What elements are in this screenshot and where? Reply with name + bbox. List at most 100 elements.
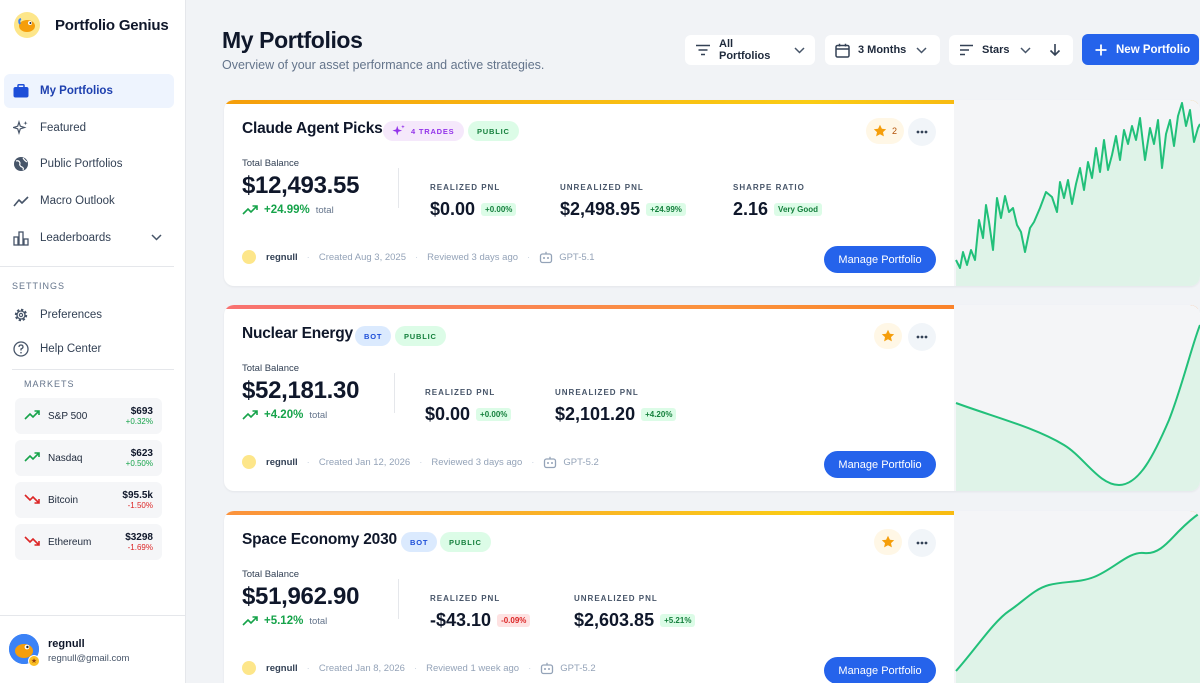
- sidebar-item-leaderboards[interactable]: Leaderboards: [4, 221, 174, 255]
- period-label: 3 Months: [858, 44, 907, 56]
- market-price: $693: [130, 406, 153, 417]
- portfolio-card[interactable]: Space Economy 2030 BOT PUBLIC Total Bala…: [224, 511, 1200, 683]
- manage-portfolio-button[interactable]: Manage Portfolio: [824, 451, 936, 478]
- market-card-ethereum[interactable]: Ethereum $3298 -1.69%: [15, 524, 162, 560]
- owner-name[interactable]: regnull: [266, 456, 298, 468]
- model-name: GPT-5.2: [563, 456, 599, 468]
- more-options-button[interactable]: [908, 323, 936, 351]
- brand[interactable]: Portfolio Genius: [14, 12, 169, 38]
- star-icon: [881, 535, 895, 549]
- market-name: S&P 500: [48, 410, 88, 422]
- owner-avatar: [242, 661, 256, 675]
- change-suffix: total: [315, 204, 334, 216]
- star-button[interactable]: 2: [866, 118, 905, 144]
- markets-list: S&P 500 $693 +0.32% Nasdaq $623 +0.50% B…: [15, 398, 162, 566]
- chevron-down-icon[interactable]: [151, 232, 162, 244]
- metric-label: REALIZED PNL: [430, 594, 501, 603]
- page-subtitle: Overview of your asset performance and a…: [222, 58, 545, 72]
- balance-value: $52,181.30: [242, 377, 360, 404]
- created-date: Created Jan 12, 2026: [318, 456, 411, 468]
- user-name: regnull: [48, 638, 85, 650]
- metric-label: SHARPE RATIO: [733, 183, 805, 192]
- calendar-icon: [835, 43, 850, 58]
- sidebar-item-macro-outlook[interactable]: Macro Outlook: [4, 184, 174, 218]
- new-portfolio-label: New Portfolio: [1116, 43, 1191, 56]
- change-percent: +5.12%: [264, 615, 304, 627]
- arrow-down-icon[interactable]: [1049, 43, 1061, 57]
- sidebar-item-my-portfolios[interactable]: My Portfolios: [4, 74, 174, 108]
- market-name: Ethereum: [48, 536, 92, 548]
- card-accent-bar: [224, 511, 1200, 515]
- star-icon: [873, 124, 887, 138]
- metric-label: UNREALIZED PNL: [555, 388, 639, 397]
- metric-pill: -0.09%: [497, 614, 531, 627]
- metric-pill: Very Good: [774, 203, 823, 216]
- portfolio-title[interactable]: Space Economy 2030: [242, 531, 397, 548]
- sort-lines-icon: [959, 44, 974, 56]
- card-accent-bar: [224, 305, 1200, 309]
- sparkline-line: [955, 102, 1200, 269]
- star-button[interactable]: [874, 529, 902, 555]
- market-change: +0.32%: [125, 417, 153, 426]
- metric-value: $2,603.85 +5.21%: [574, 610, 696, 631]
- star-button[interactable]: [874, 323, 902, 349]
- metric-value: 2.16 Very Good: [733, 199, 823, 220]
- filter-icon: [695, 44, 711, 56]
- market-card-nasdaq[interactable]: Nasdaq $623 +0.50%: [15, 440, 162, 476]
- market-name: Bitcoin: [48, 494, 79, 506]
- trend-line-icon: [12, 192, 30, 210]
- trend-up-icon: [242, 205, 258, 215]
- market-price: $95.5k: [122, 490, 153, 501]
- portfolio-title[interactable]: Claude Agent Picks: [242, 120, 383, 137]
- market-name: Nasdaq: [48, 452, 83, 464]
- gear-icon: [12, 306, 30, 324]
- public-badge: PUBLIC: [468, 121, 519, 141]
- manage-portfolio-button[interactable]: Manage Portfolio: [824, 246, 936, 273]
- sidebar-item-featured[interactable]: Featured: [4, 111, 174, 145]
- more-options-button[interactable]: [908, 118, 936, 146]
- plus-icon: [1095, 44, 1107, 56]
- filter-dropdown[interactable]: All Portfolios: [685, 35, 815, 65]
- metric-value: $0.00 +0.00%: [430, 199, 517, 220]
- sparkline-line: [955, 512, 1200, 672]
- manage-portfolio-button[interactable]: Manage Portfolio: [824, 657, 936, 683]
- metric-pill: +5.21%: [660, 614, 696, 627]
- sidebar-item-label: Preferences: [40, 309, 103, 321]
- model-name: GPT-5.2: [560, 662, 596, 674]
- bot-badge: BOT: [401, 532, 438, 552]
- help-circle-icon: [12, 340, 30, 358]
- sparkles-icon: [392, 124, 405, 136]
- owner-name[interactable]: regnull: [266, 251, 298, 263]
- balance-value: $12,493.55: [242, 172, 360, 199]
- change-percent: +24.99%: [264, 204, 310, 216]
- period-dropdown[interactable]: 3 Months: [825, 35, 940, 65]
- portfolio-card[interactable]: Nuclear Energy BOT PUBLIC Total Balance …: [224, 305, 1200, 491]
- sparkline-chart: [954, 511, 1200, 683]
- trend-up-icon: [242, 410, 258, 420]
- metric-value: -$43.10 -0.09%: [430, 610, 531, 631]
- settings-nav: Preferences Help Center: [4, 298, 174, 366]
- created-date: Created Aug 3, 2025: [318, 251, 406, 263]
- briefcase-icon: [12, 82, 30, 100]
- balance-change: +4.20% total: [242, 409, 327, 421]
- divider: [398, 168, 399, 208]
- market-card-bitcoin[interactable]: Bitcoin $95.5k -1.50%: [15, 482, 162, 518]
- sort-dropdown[interactable]: Stars: [949, 35, 1073, 65]
- balance-change: +5.12% total: [242, 615, 327, 627]
- sparkline-line: [955, 324, 1200, 487]
- created-date: Created Jan 8, 2026: [318, 662, 405, 674]
- owner-name[interactable]: regnull: [266, 662, 298, 674]
- sidebar-item-preferences[interactable]: Preferences: [4, 298, 174, 332]
- more-options-button[interactable]: [908, 529, 936, 557]
- change-suffix: total: [309, 409, 328, 421]
- market-card-sp500[interactable]: S&P 500 $693 +0.32%: [15, 398, 162, 434]
- metric-pill: +0.00%: [481, 203, 517, 216]
- sidebar-item-public-portfolios[interactable]: Public Portfolios: [4, 147, 174, 181]
- user-profile[interactable]: ★ regnull regnull@gmail.com: [0, 615, 186, 683]
- sidebar-divider: [0, 266, 174, 267]
- portfolio-title[interactable]: Nuclear Energy: [242, 325, 353, 342]
- portfolio-card[interactable]: Claude Agent Picks 4 TRADES PUBLIC 2 Tot…: [224, 100, 1200, 286]
- new-portfolio-button[interactable]: New Portfolio: [1082, 34, 1199, 65]
- sidebar-item-help-center[interactable]: Help Center: [4, 332, 174, 366]
- sidebar-item-label: Public Portfolios: [40, 158, 123, 171]
